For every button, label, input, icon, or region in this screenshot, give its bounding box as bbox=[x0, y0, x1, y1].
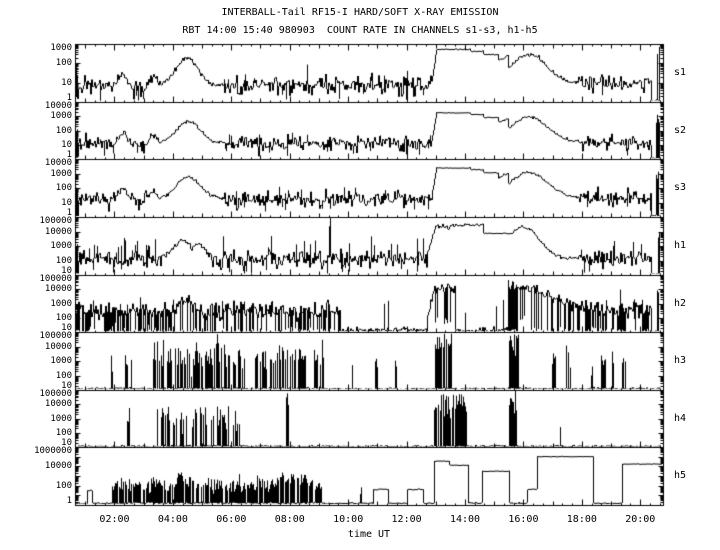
y-tick-label: 100 bbox=[55, 58, 72, 69]
chart-title: INTERBALL-Tail RF15-I HARD/SOFT X-RAY EM… bbox=[221, 7, 499, 18]
y-tick-label: 1000 bbox=[50, 168, 72, 179]
y-tick-label: 1000 bbox=[50, 43, 72, 53]
x-tick-label: 08:00 bbox=[274, 514, 305, 525]
x-tick-label: 04:00 bbox=[157, 514, 188, 525]
panel-label-s1: s1 bbox=[674, 67, 687, 78]
panel-label-h2: h2 bbox=[674, 297, 687, 309]
y-tick-label: 10000 bbox=[44, 226, 72, 237]
y-tick-label: 100 bbox=[55, 480, 72, 491]
y-tick-label: 1000 bbox=[50, 241, 72, 251]
y-tick-label: 100000 bbox=[39, 216, 72, 226]
y-tick-label: 10000 bbox=[44, 158, 72, 168]
y-tick-label: 1000 bbox=[50, 356, 72, 366]
y-tick-label: 10000 bbox=[44, 101, 72, 111]
y-tick-label: 1 bbox=[66, 150, 72, 160]
y-tick-label: 100000 bbox=[39, 274, 72, 284]
x-tick-label: 10:00 bbox=[333, 514, 364, 525]
y-tick-label: 1 bbox=[66, 208, 72, 218]
panel-label-h1: h1 bbox=[674, 240, 687, 251]
x-tick-label: 06:00 bbox=[216, 514, 247, 525]
x-tick-label: 18:00 bbox=[566, 514, 597, 525]
y-tick-label: 1000 bbox=[50, 298, 72, 309]
x-axis-label: time UT bbox=[347, 529, 391, 540]
y-tick-label: 10000 bbox=[44, 284, 72, 295]
y-tick-label: 1000 bbox=[50, 413, 72, 424]
y-tick-label: 10000 bbox=[44, 461, 72, 472]
x-tick-label: 14:00 bbox=[449, 514, 481, 525]
y-tick-label: 100 bbox=[55, 183, 72, 193]
y-tick-label: 10 bbox=[61, 438, 72, 448]
y-tick-label: 100 bbox=[55, 255, 72, 266]
y-tick-label: 10 bbox=[61, 77, 72, 88]
y-tick-label: 100000 bbox=[39, 389, 72, 399]
y-tick-label: 10 bbox=[61, 139, 72, 150]
x-tick-label: 02:00 bbox=[99, 514, 130, 525]
y-tick-label: 100000 bbox=[39, 331, 72, 341]
panel-label-h3: h3 bbox=[674, 355, 687, 366]
y-tick-label: 1 bbox=[66, 93, 72, 103]
y-tick-label: 1000 bbox=[50, 111, 72, 122]
panel-label-h4: h4 bbox=[674, 412, 687, 424]
x-tick-label: 16:00 bbox=[508, 514, 539, 525]
y-tick-label: 10 bbox=[61, 197, 72, 208]
y-tick-label: 1 bbox=[66, 496, 72, 506]
y-tick-label: 100 bbox=[55, 312, 72, 323]
y-tick-label: 1000000 bbox=[34, 446, 72, 456]
panel-label-h5: h5 bbox=[674, 470, 687, 481]
y-tick-label: 100 bbox=[55, 370, 72, 381]
panel-label-s3: s3 bbox=[674, 182, 687, 193]
y-tick-label: 10 bbox=[61, 266, 72, 276]
y-tick-label: 10000 bbox=[44, 399, 72, 410]
y-tick-label: 10 bbox=[61, 381, 72, 391]
y-tick-label: 100 bbox=[55, 125, 72, 136]
y-tick-label: 10 bbox=[61, 323, 72, 333]
chart-subtitle: RBT 14:00 15:40 980903 COUNT RATE IN CHA… bbox=[182, 25, 538, 36]
x-tick-label: 12:00 bbox=[391, 514, 422, 525]
x-tick-label: 20:00 bbox=[625, 514, 656, 525]
y-tick-label: 10000 bbox=[44, 341, 72, 352]
y-tick-label: 100 bbox=[55, 427, 72, 438]
panel-label-s2: s2 bbox=[674, 124, 687, 136]
